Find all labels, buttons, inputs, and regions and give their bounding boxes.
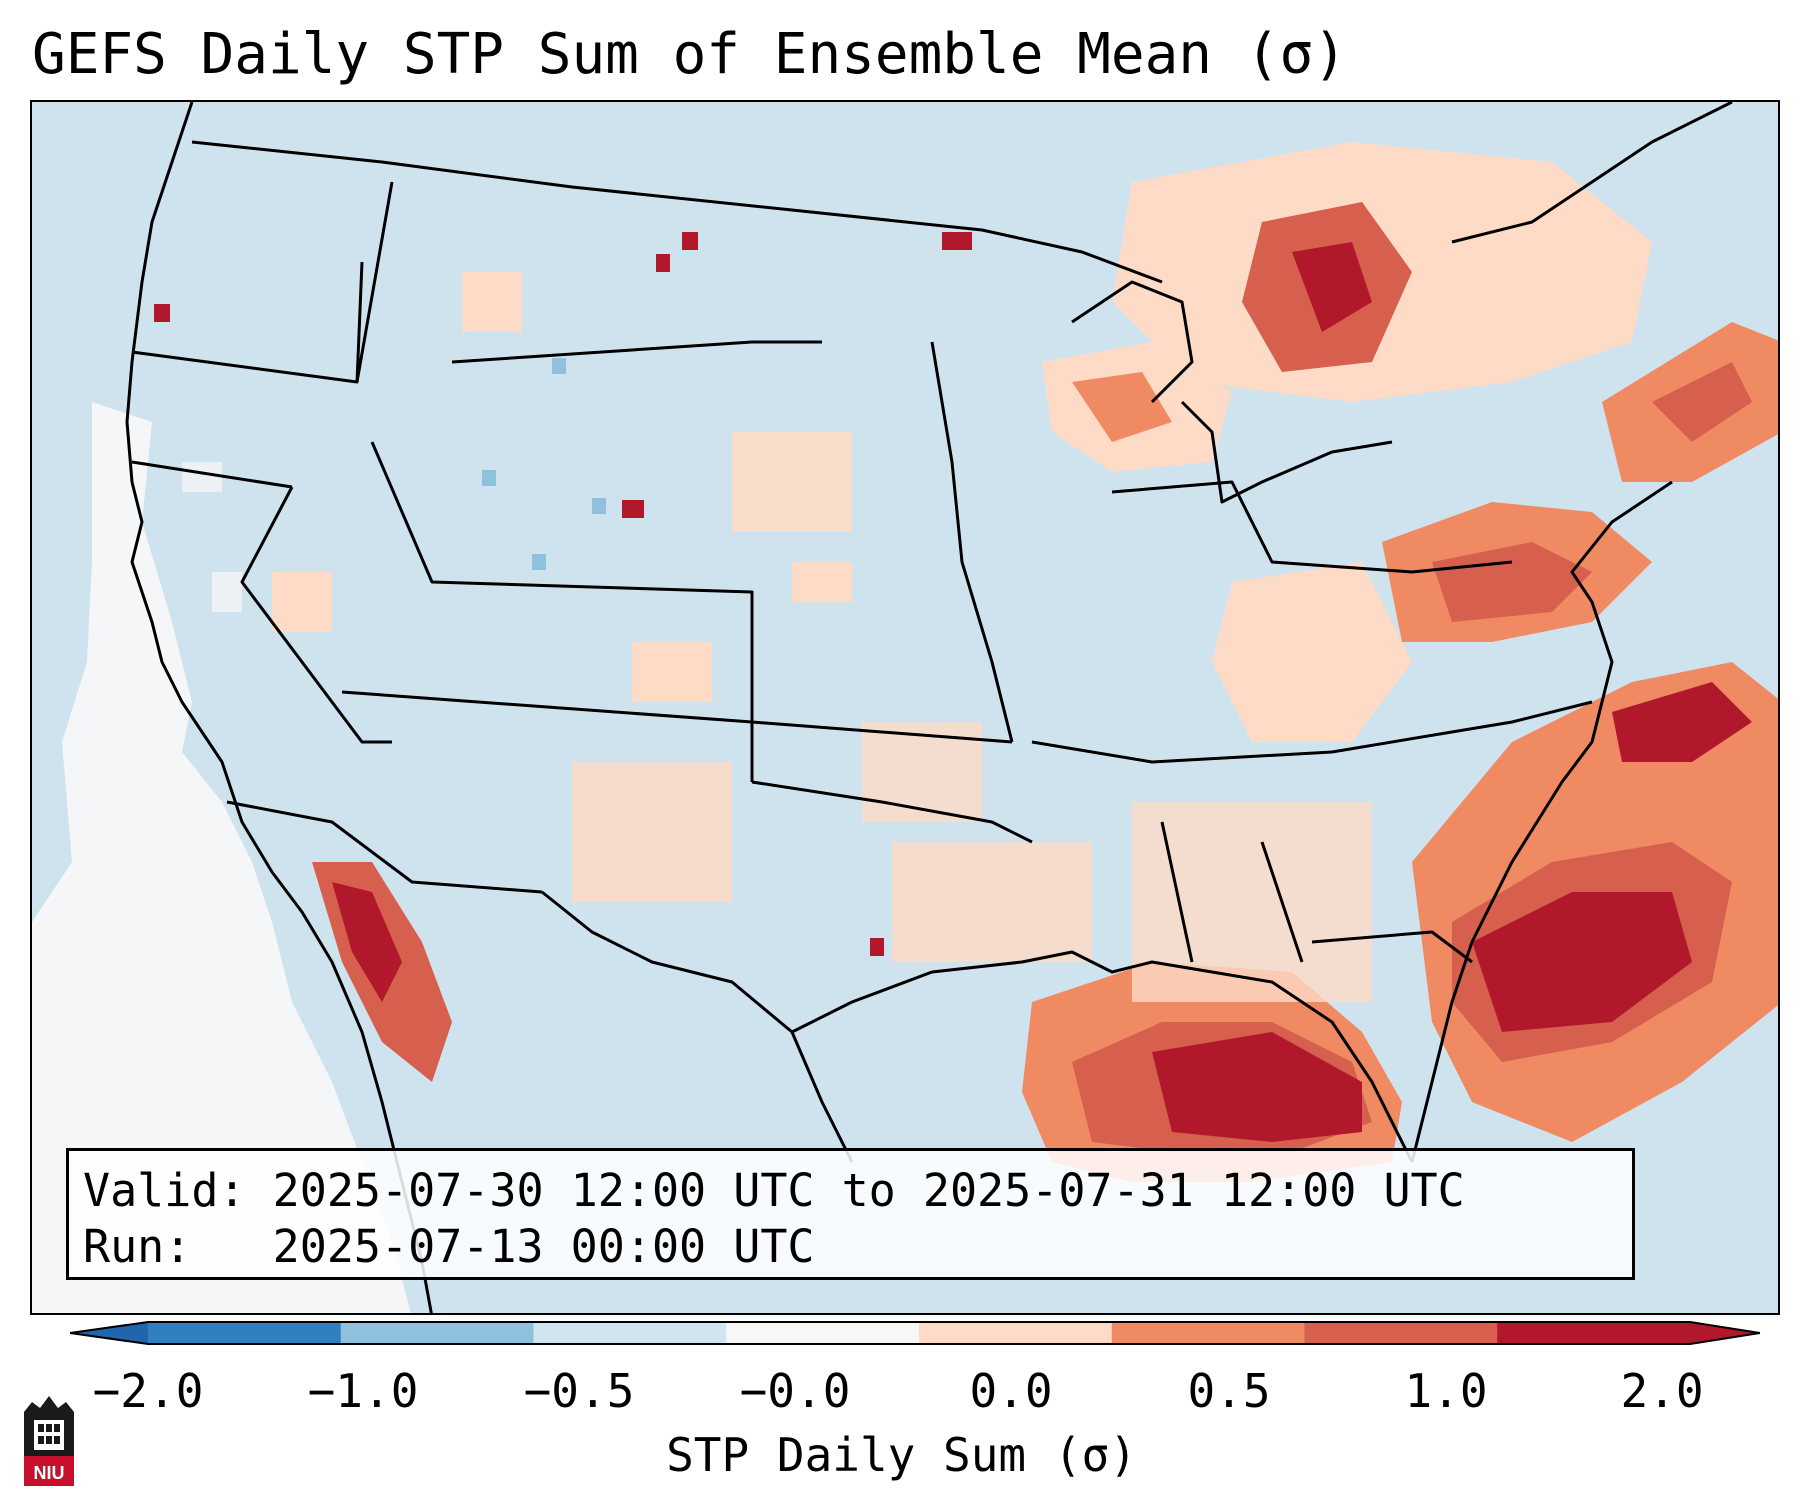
colorbar-segment xyxy=(919,1322,1113,1344)
colorbar-segment xyxy=(1111,1322,1305,1344)
stp-map xyxy=(32,102,1778,1313)
gulf-coastline xyxy=(791,950,1414,1163)
run-label: Run: xyxy=(83,1220,192,1273)
great-lakes-shore xyxy=(1180,400,1393,504)
alabama-mississippi-border xyxy=(1160,821,1194,963)
quebec-anomaly-field xyxy=(1112,142,1652,402)
oklahoma-kansas-border xyxy=(341,690,1013,744)
nevada-border xyxy=(240,486,392,744)
colorbar-segment xyxy=(726,1322,920,1344)
map-title: GEFS Daily STP Sum of Ensemble Mean (σ) xyxy=(32,22,1347,87)
mississippi-river-border xyxy=(930,341,1014,743)
idaho-border xyxy=(355,181,394,383)
georgia-florida-border xyxy=(1311,930,1473,964)
oregon-california-border xyxy=(131,460,293,489)
colorbar-tick: −0.5 xyxy=(523,1364,635,1418)
midwest-anomaly-field xyxy=(1042,342,1412,742)
lake-superior-shore xyxy=(1071,280,1194,404)
southeast-atlantic-anomaly-field xyxy=(1412,662,1778,1142)
colorbar-segment xyxy=(1304,1322,1498,1344)
colorbar-segment xyxy=(533,1322,727,1344)
colorbar-tick: 1.0 xyxy=(1404,1364,1488,1418)
colorbar-segment xyxy=(148,1322,342,1344)
colorado-border xyxy=(370,441,754,782)
colorbar-under-arrow xyxy=(70,1322,148,1344)
colorbar-label: STP Daily Sum (σ) xyxy=(666,1428,1137,1482)
colorbar-segment xyxy=(1497,1322,1691,1344)
rio-grande-border xyxy=(541,890,854,1163)
northeast-anomaly-field xyxy=(1382,322,1778,642)
colorbar-ticks: −2.0 −1.0 −0.5 −0.0 0.0 0.5 1.0 2.0 xyxy=(0,1364,1803,1424)
colorbar-segment xyxy=(340,1322,534,1344)
wyoming-border xyxy=(451,340,822,364)
valid-value: 2025-07-30 12:00 UTC to 2025-07-31 12:00… xyxy=(272,1164,1465,1217)
gulf-anomaly-field xyxy=(1022,962,1402,1182)
isolated-high-cells xyxy=(154,232,972,956)
pacific-near-zero-field xyxy=(32,402,411,1313)
colorbar xyxy=(70,1321,1760,1345)
gulf-of-california-anomaly-field xyxy=(312,862,452,1082)
alabama-georgia-border xyxy=(1260,841,1304,963)
map-panel xyxy=(30,100,1780,1315)
colorbar-tick: 0.5 xyxy=(1187,1364,1271,1418)
run-value: 2025-07-13 00:00 UTC xyxy=(272,1220,815,1273)
colorbar-tick: 0.0 xyxy=(969,1364,1053,1418)
us-canada-border xyxy=(191,140,1163,284)
colorbar-outline xyxy=(70,1321,1760,1345)
atlantic-coastline xyxy=(1410,480,1673,1163)
colorbar-tick: −2.0 xyxy=(92,1364,204,1418)
colorbar-tick: −1.0 xyxy=(307,1364,419,1418)
colorbar-tick: −0.0 xyxy=(739,1364,851,1418)
niu-logo: NIU xyxy=(24,1396,74,1486)
pacific-coastline xyxy=(125,102,433,1313)
colorbar-over-arrow xyxy=(1690,1322,1760,1344)
red-river-border xyxy=(751,780,1033,844)
valid-label: Valid: xyxy=(83,1164,246,1217)
valid-run-info-box: Valid: 2025-07-30 12:00 UTC to 2025-07-3… xyxy=(66,1148,1635,1280)
st-lawrence-shore xyxy=(1451,102,1733,244)
us-mexico-border-west xyxy=(226,800,543,894)
political-boundaries xyxy=(125,102,1733,1313)
ohio-pennsylvania-border xyxy=(1111,480,1513,574)
negative-anomaly-cells xyxy=(482,358,606,570)
colorbar-tick: 2.0 xyxy=(1620,1364,1704,1418)
plains-scattered-field xyxy=(272,272,1372,1002)
logo-text: NIU xyxy=(34,1463,65,1483)
tennessee-border xyxy=(1031,700,1593,764)
